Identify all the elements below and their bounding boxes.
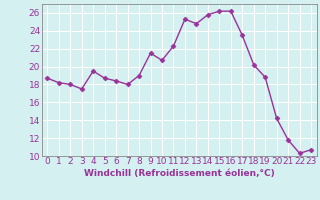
X-axis label: Windchill (Refroidissement éolien,°C): Windchill (Refroidissement éolien,°C): [84, 169, 275, 178]
